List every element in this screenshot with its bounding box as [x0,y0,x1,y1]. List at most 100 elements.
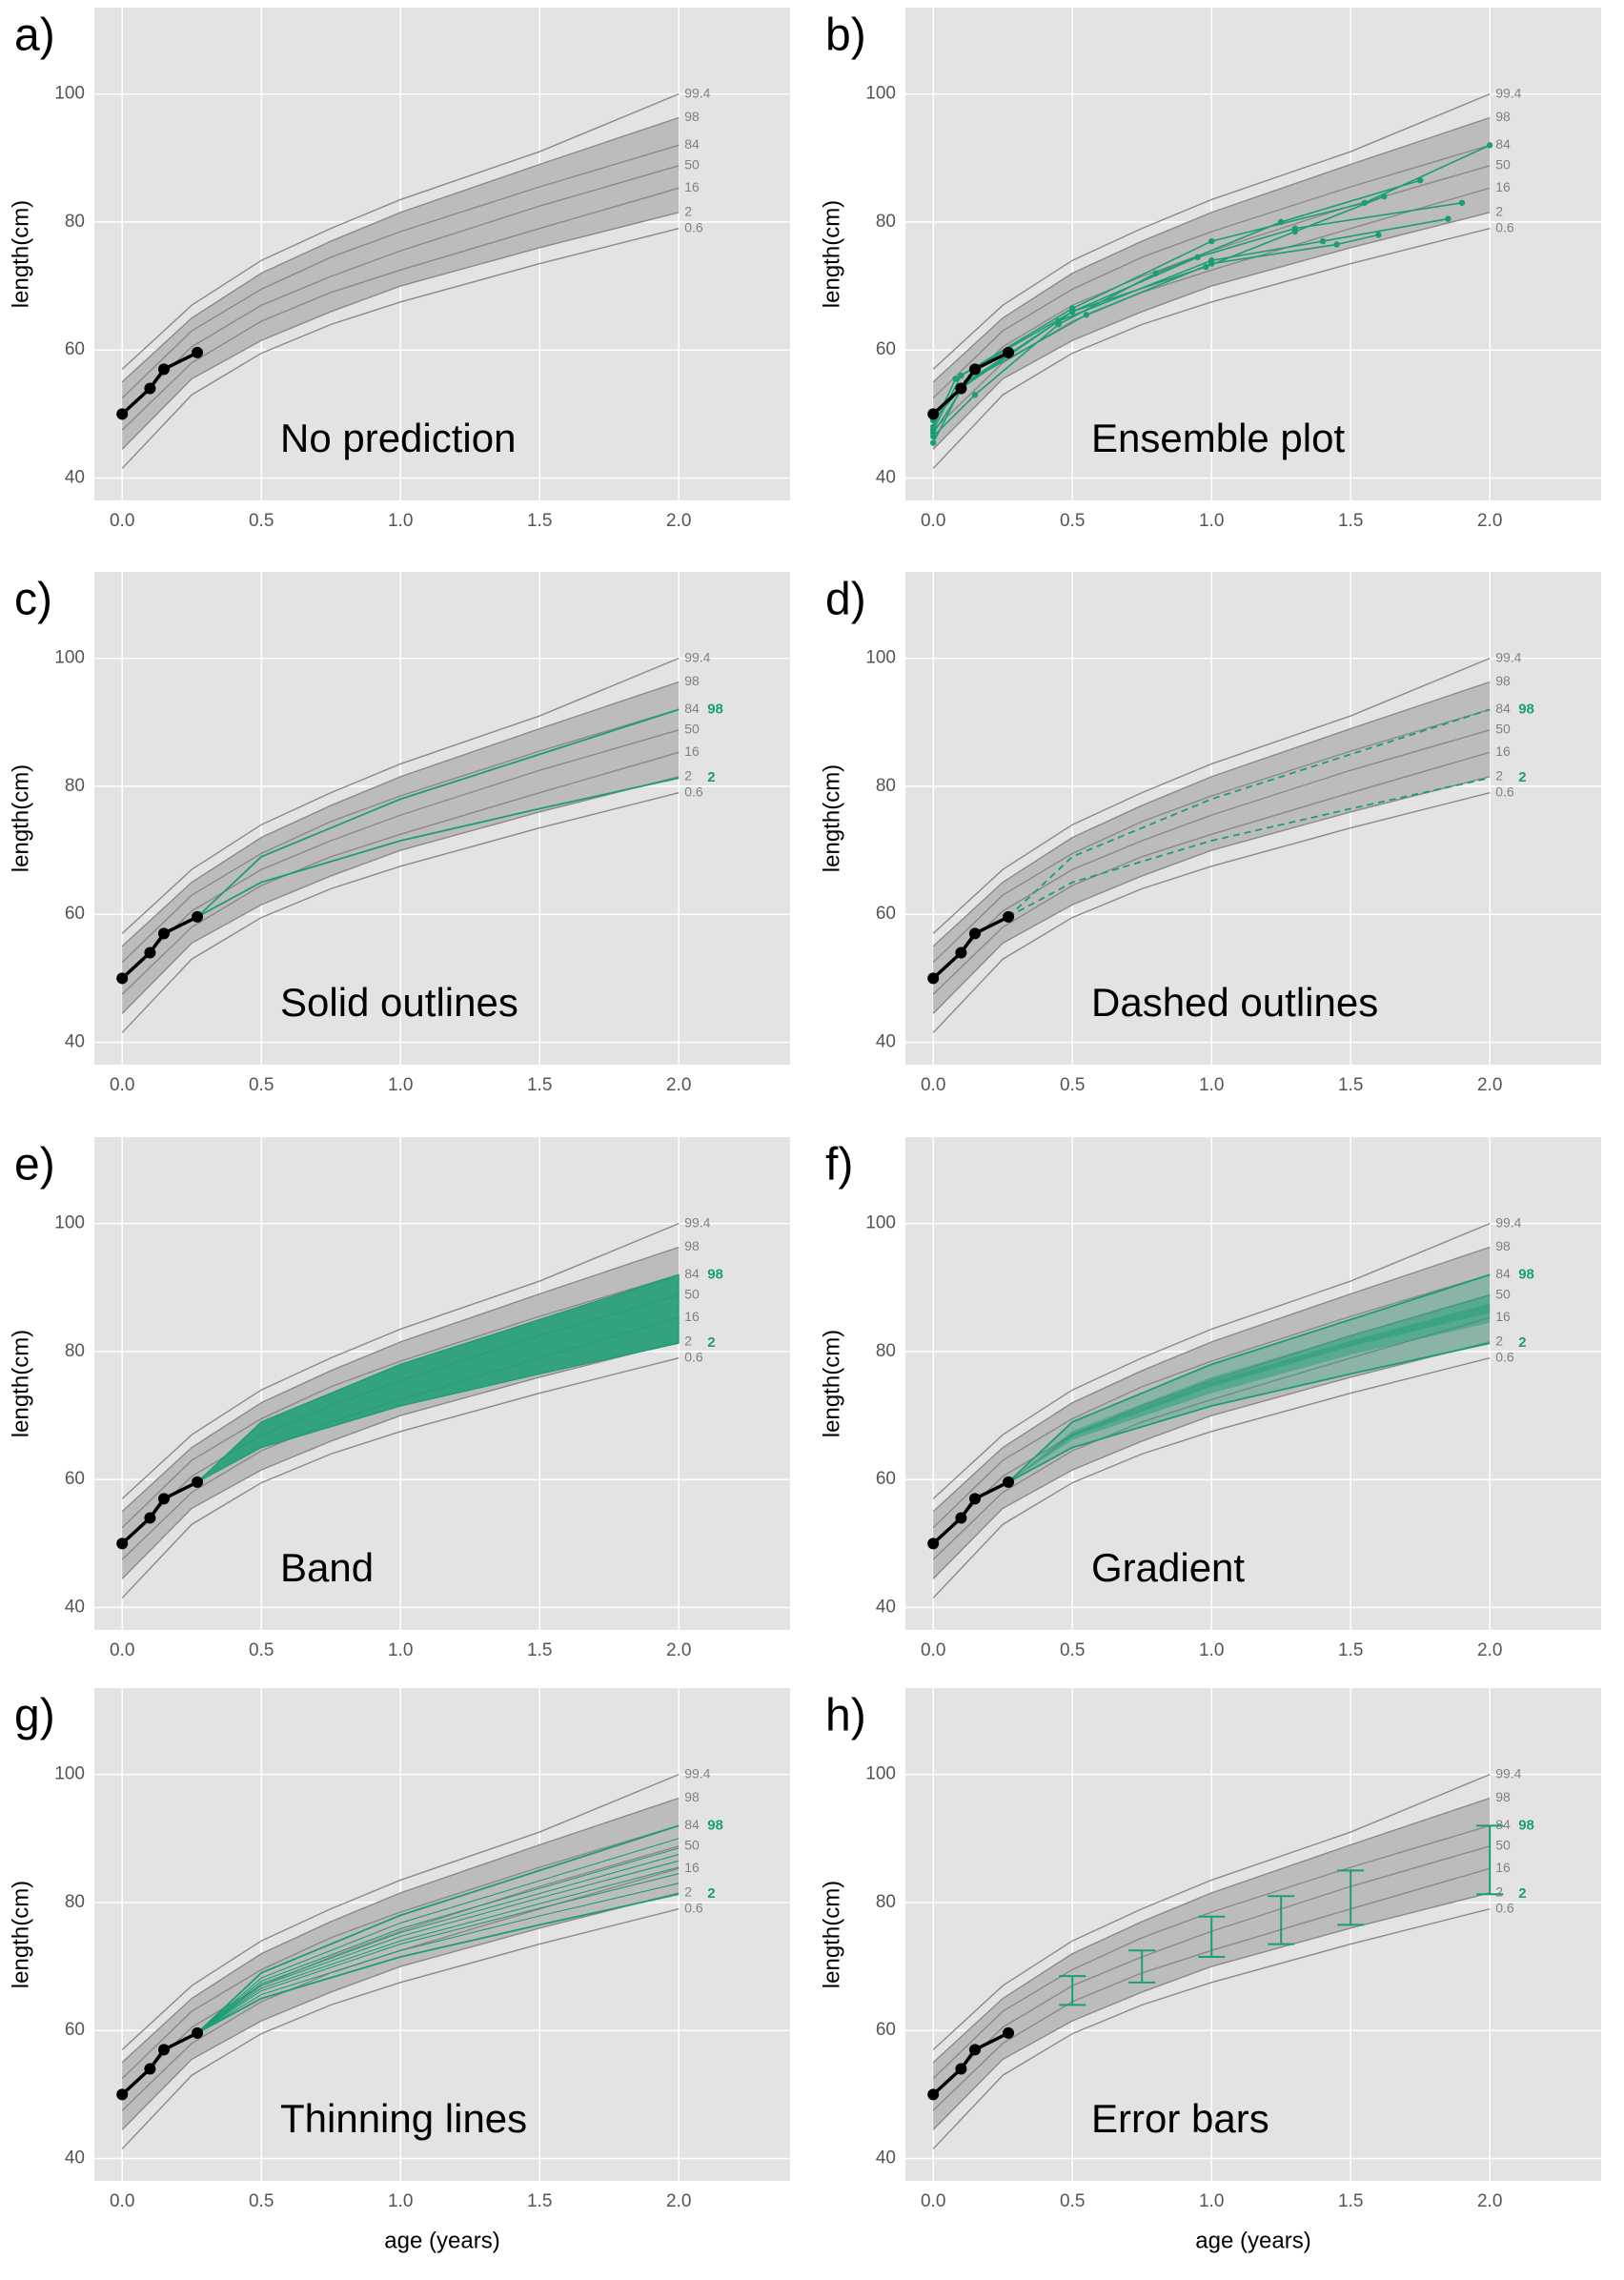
percentile-label: 98 [684,1238,700,1253]
percentile-line [121,776,680,1014]
prediction-line [196,1873,680,2034]
panel-label: b) [825,10,866,61]
percentile-label: 99.4 [684,1214,710,1230]
y-tick-label: 60 [876,2020,896,2040]
y-tick-label: 40 [65,2148,85,2168]
percentile-label: 0.6 [1495,784,1514,799]
prediction-label: 98 [707,1817,723,1833]
x-tick-label: 0.5 [1060,511,1085,531]
percentile-line [932,729,1491,979]
x-tick-label: 1.5 [527,2191,552,2211]
percentile-line [121,1907,680,2149]
percentile-label: 99.4 [1495,85,1521,100]
ensemble-point [930,439,937,446]
observed-point [927,2088,940,2101]
ensemble-point [1445,215,1451,222]
percentile-line [932,1246,1491,1513]
panel-title: Thinning lines [280,2096,527,2141]
percentile-label: 50 [684,1287,700,1302]
observed-point [158,2044,170,2056]
observed-point [192,1476,204,1488]
prediction-outline [1007,1273,1491,1483]
percentile-label: 16 [684,179,700,194]
percentile-label: 99.4 [1495,649,1521,664]
percentile-line [121,1356,680,1598]
y-tick-label: 60 [65,904,85,924]
observed-point [192,346,204,358]
percentile-label: 50 [684,157,700,173]
ensemble-point [958,372,964,379]
percentile-line [932,1797,1491,2064]
percentile-label: 2 [684,1884,692,1900]
ensemble-point [1319,237,1327,245]
percentile-label: 2 [1495,1884,1503,1900]
y-tick-label: 60 [65,2020,85,2040]
y-tick-label: 40 [876,1598,896,1618]
ensemble-point [1203,263,1209,271]
prediction-outline [1007,708,1491,918]
percentile-label: 84 [684,136,700,152]
percentile-label: 84 [1495,1266,1511,1281]
ensemble-point [1375,232,1382,238]
observed-point [927,1537,940,1550]
percentile-label: 99.4 [1495,1765,1521,1781]
percentile-label: 50 [1495,722,1511,737]
prediction-label: 2 [707,1334,715,1351]
percentile-line [932,1892,1491,2130]
x-tick-label: 0.5 [249,511,274,531]
percentile-line [121,187,680,431]
ensemble-point [1417,177,1424,184]
x-tick-label: 0.5 [1060,2191,1085,2211]
y-tick-label: 100 [865,1764,896,1784]
percentile-label: 98 [1495,673,1511,688]
prediction-outline [196,1824,680,2034]
y-tick-label: 80 [65,1341,85,1361]
observed-point [955,947,967,959]
y-tick-label: 100 [54,1213,85,1233]
x-tick-label: 1.5 [1338,511,1363,531]
x-tick-label: 0.0 [921,2191,945,2211]
percentile-label: 98 [684,673,700,688]
panel-title: Ensemble plot [1091,416,1345,460]
ensemble-point [1291,228,1299,235]
percentile-line [121,227,680,469]
percentile-line [932,1294,1491,1544]
percentile-line [932,144,1491,399]
x-tick-label: 0.5 [249,1640,274,1660]
y-tick-label: 100 [865,84,896,104]
percentile-label: 0.6 [1495,1349,1514,1364]
percentile-label: 50 [684,722,700,737]
x-tick-label: 2.0 [666,511,691,531]
y-tick-label: 100 [865,648,896,668]
prediction-label: 2 [1518,1885,1526,1902]
y-axis-label: length(cm) [819,764,844,872]
percentile-line [121,729,680,979]
prediction-label: 2 [707,1885,715,1902]
x-tick-label: 2.0 [1477,1640,1502,1660]
panel-title: No prediction [280,416,516,460]
y-tick-label: 60 [876,339,896,359]
prediction-label: 98 [1518,1817,1534,1833]
percentile-line [121,116,680,383]
prediction-line [196,1860,680,2034]
y-axis-label: length(cm) [819,1881,844,1988]
percentile-line [121,165,680,415]
reference-band [933,682,1491,1014]
ensemble-point [1152,270,1160,276]
prediction-band [1008,1303,1491,1482]
percentile-line [121,92,680,370]
x-tick-label: 0.5 [249,2191,274,2211]
y-axis-label: length(cm) [8,764,33,872]
reference-band [933,1247,1491,1579]
x-tick-label: 0.5 [249,1075,274,1095]
observed-point [144,382,156,395]
x-tick-label: 0.0 [110,1640,134,1660]
panel-label: g) [14,1691,55,1741]
ensemble-line [932,179,1421,438]
prediction-label: 2 [707,769,715,785]
y-tick-label: 60 [876,1469,896,1489]
observed-point [158,927,170,940]
percentile-label: 98 [1495,109,1511,124]
percentile-line [121,1773,680,2050]
percentile-label: 50 [1495,1838,1511,1853]
